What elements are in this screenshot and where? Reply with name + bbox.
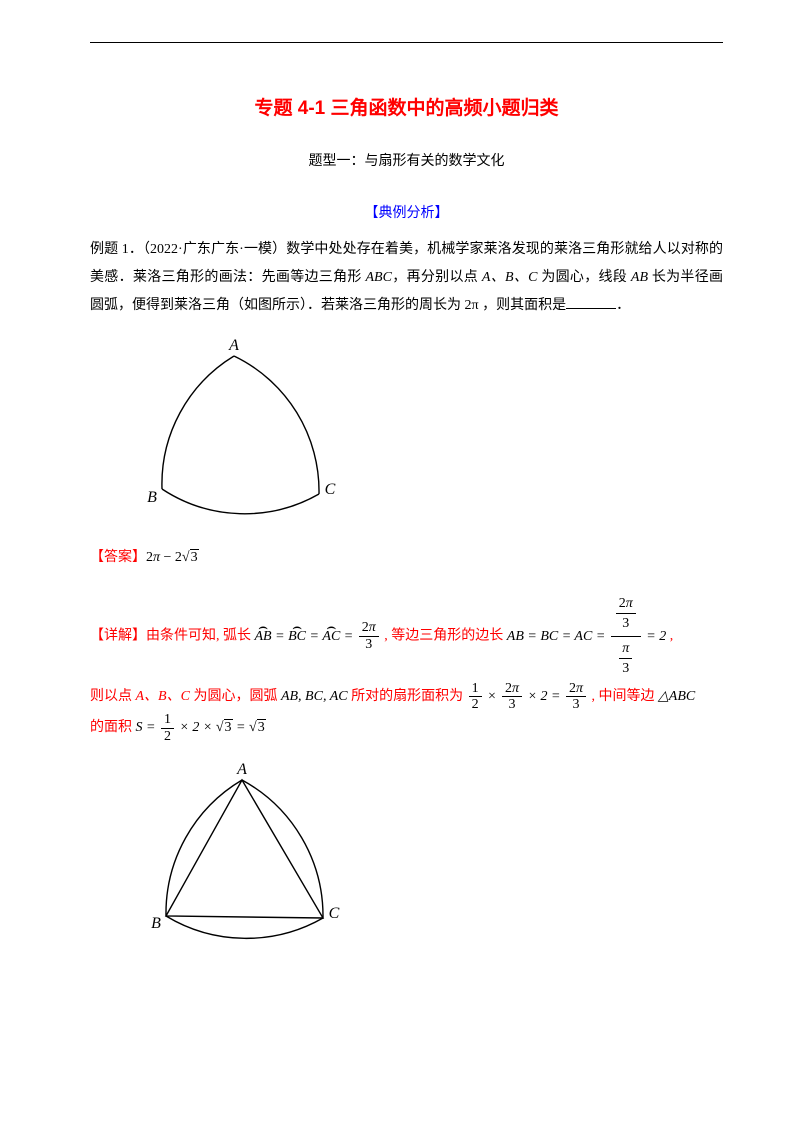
pts: A、B、C xyxy=(482,270,541,285)
label-c2: C xyxy=(329,905,340,922)
txt: ，则其面积是 xyxy=(479,298,567,313)
answer-line: 【答案】2π − 2√3 xyxy=(90,544,723,572)
example-source: （2022·广东广东·一模） xyxy=(143,242,286,257)
answer-blank xyxy=(566,294,616,309)
arcs: AB, BC, AC xyxy=(281,689,351,704)
txt: ，再分别以点 xyxy=(392,270,482,285)
topic-subtitle: 题型一：与扇形有关的数学文化 xyxy=(90,148,723,176)
txt: 则以点 xyxy=(90,689,136,704)
figure-reuleaux: A B C xyxy=(130,334,723,534)
reuleaux-svg: A B C xyxy=(130,334,360,534)
label-c: C xyxy=(325,481,336,498)
txt: 由条件可知, 弧长 xyxy=(146,629,255,644)
txt: , xyxy=(666,629,673,644)
ab: AB xyxy=(631,270,652,285)
explanation-line2: 则以点 A、B、C 为圆心，圆弧 AB, BC, AC 所对的扇形面积为 12 … xyxy=(90,681,723,713)
txt: 为圆心，线段 xyxy=(541,270,631,285)
explanation-line3: 的面积 S = 12 × 2 × √3 = √3 xyxy=(90,712,723,744)
txt: 所对的扇形面积为 xyxy=(351,689,467,704)
page-title: 专题 4-1 三角函数中的高频小题归类 xyxy=(90,90,723,128)
area-eq: S = 12 × 2 × √3 = √3 xyxy=(136,720,266,735)
label-a2: A xyxy=(236,761,247,778)
perim: 2π xyxy=(465,298,479,313)
arc-eq: AB = BC = AC = 2π3 xyxy=(255,629,381,644)
txt: , xyxy=(588,689,599,704)
triangle: △ABC xyxy=(658,689,695,704)
pts: A、B、C xyxy=(136,689,194,704)
txt: , 等边三角形的边长 xyxy=(381,629,507,644)
abc: ABC xyxy=(366,270,392,285)
answer-label: 【答案】 xyxy=(90,550,146,565)
label-b: B xyxy=(147,489,157,506)
sector-eq: 12 × 2π3 × 2 = 2π3 xyxy=(467,689,588,704)
period: ． xyxy=(616,298,630,313)
figure-triangle-arcs: A B C xyxy=(130,758,723,958)
txt: 为圆心，圆弧 xyxy=(193,689,281,704)
example-text: 例题 1．（2022·广东广东·一模）数学中处处存在着美，机械学家莱洛发现的莱洛… xyxy=(90,236,723,320)
answer-value: 2π − 2√3 xyxy=(146,550,199,565)
side-eq: AB = BC = AC = 2π3π3 = 2 xyxy=(507,629,666,644)
label-b2: B xyxy=(151,915,161,932)
explanation-line1: 【详解】由条件可知, 弧长 AB = BC = AC = 2π3 , 等边三角形… xyxy=(90,592,723,681)
label-a: A xyxy=(228,337,239,354)
txt: 中间等边 xyxy=(598,689,658,704)
example-prefix: 例题 1． xyxy=(90,242,143,257)
explanation-label: 【详解】 xyxy=(90,629,146,644)
section-label: 【典例分析】 xyxy=(90,200,723,228)
triangle-svg: A B C xyxy=(130,758,360,958)
txt: 的面积 xyxy=(90,720,136,735)
